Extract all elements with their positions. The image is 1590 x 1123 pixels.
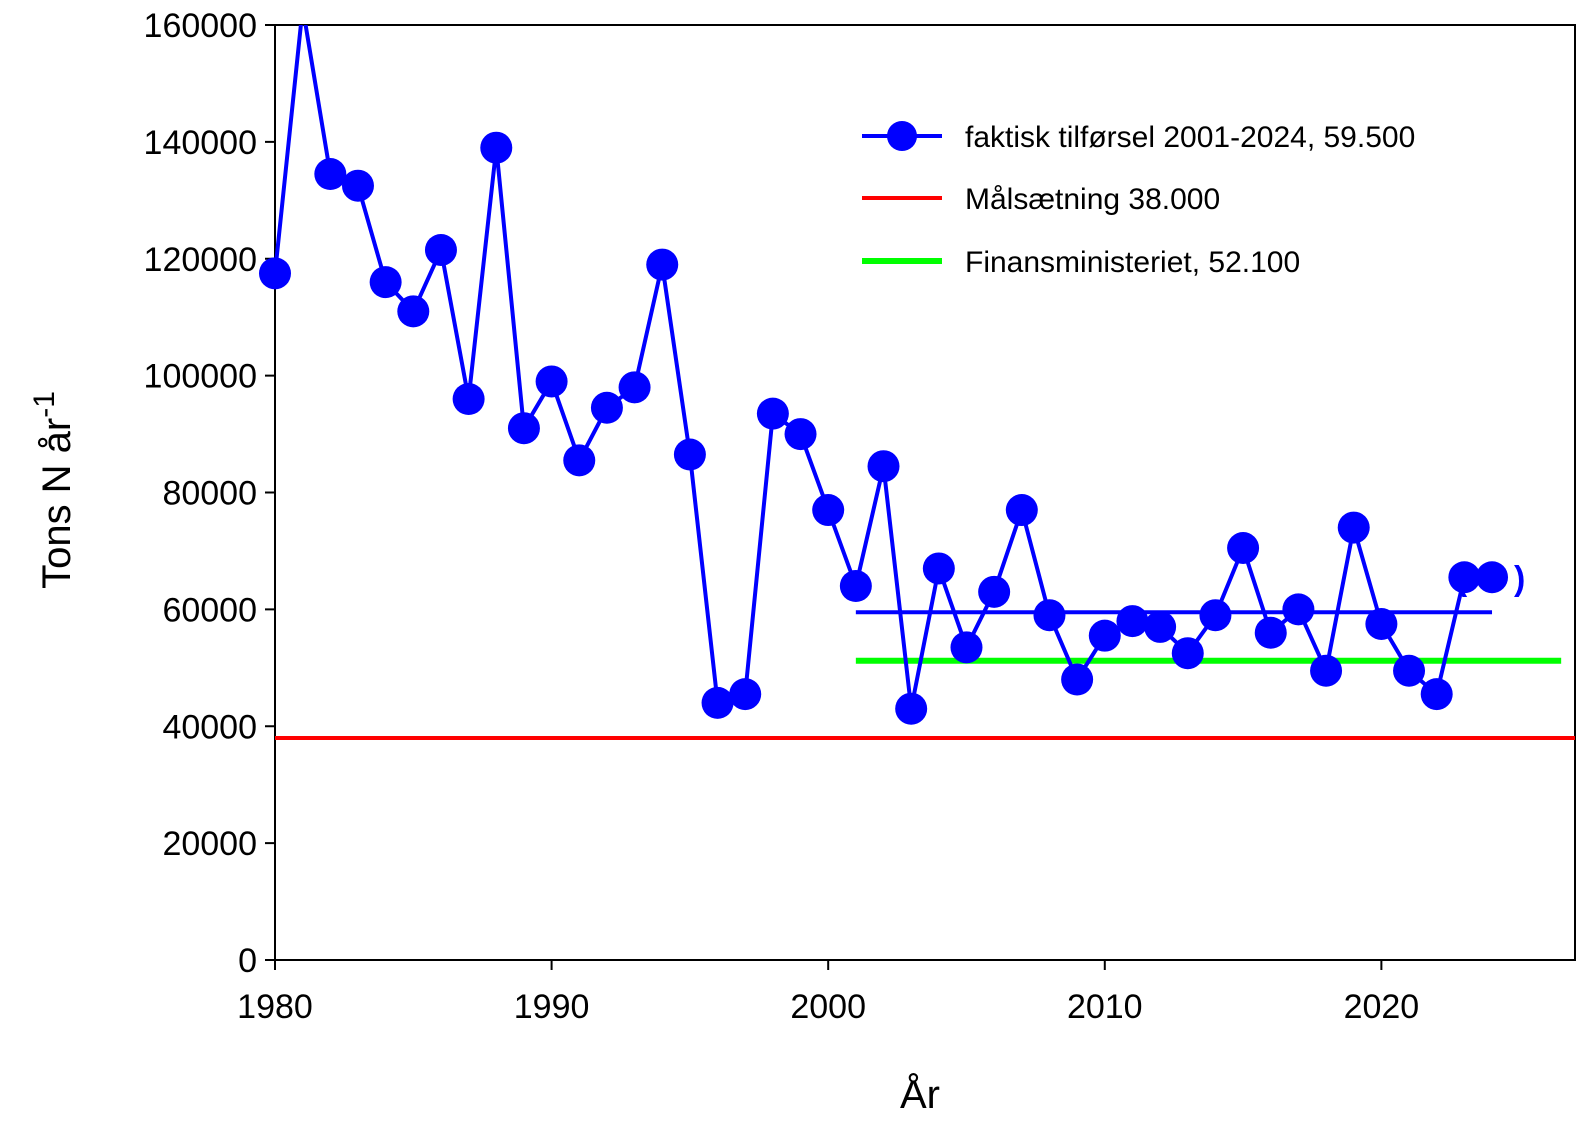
data-point: [646, 248, 679, 281]
y-tick-label: 0: [238, 942, 257, 980]
data-point: [341, 169, 374, 202]
y-tick-label: 80000: [162, 475, 257, 513]
data-point: [867, 450, 900, 483]
data-point: [1254, 616, 1287, 649]
x-tick-label: 2000: [790, 988, 866, 1026]
plot-area: [274, 24, 1576, 961]
legend-label-finance: Finansministeriet, 52.100: [965, 246, 1300, 279]
y-tick-label: 160000: [144, 7, 257, 45]
data-point: [259, 257, 291, 290]
data-point: [1337, 511, 1370, 544]
legend-marker-actual: [887, 121, 917, 151]
data-point: [1476, 561, 1509, 594]
data-point: [314, 158, 347, 191]
legend: faktisk tilførsel 2001-2024, 59.500 Måls…: [862, 121, 1415, 279]
y-tick-label: 60000: [162, 591, 257, 629]
data-point: [369, 266, 402, 299]
x-tick-label: 2010: [1067, 988, 1143, 1026]
data-point: [1227, 532, 1260, 565]
data-point: [424, 233, 457, 266]
x-tick-label: 2020: [1344, 988, 1420, 1026]
x-axis-title: År: [900, 1072, 940, 1117]
annotation-open-paren: (: [1456, 560, 1468, 598]
data-point: [1310, 654, 1343, 687]
data-point: [1144, 610, 1177, 643]
y-axis-title-superscript: -1: [28, 391, 61, 418]
data-point: [1420, 678, 1453, 711]
data-point: [1393, 654, 1426, 687]
y-tick-label: 140000: [144, 124, 257, 162]
x-axis: 1980 1990 2000 2010 2020: [237, 960, 1419, 1026]
y-axis: 0 20000 40000 60000 80000 100000 120000 140000 1…: [144, 7, 275, 980]
data-point: [756, 397, 789, 430]
series-layer: [259, 0, 1509, 725]
data-point: [480, 131, 513, 164]
data-point: [1365, 607, 1398, 640]
data-point: [563, 444, 596, 477]
data-point: [729, 678, 762, 711]
data-point: [397, 295, 430, 328]
data-point: [922, 552, 955, 585]
data-point: [673, 438, 706, 471]
data-point: [452, 383, 485, 415]
y-tick-label: 20000: [162, 825, 257, 863]
annotation-close-paren: ): [1514, 560, 1525, 598]
y-tick-label: 40000: [162, 708, 257, 746]
y-tick-label: 100000: [144, 358, 257, 396]
y-axis-title-main: Tons N år: [35, 418, 79, 589]
data-point: [287, 0, 319, 23]
data-point: [978, 575, 1011, 608]
data-point: [590, 391, 623, 424]
data-point: [784, 418, 817, 451]
data-point: [1088, 619, 1121, 652]
data-point: [535, 365, 568, 398]
x-tick-label: 1990: [514, 988, 590, 1026]
data-point: [1116, 605, 1149, 638]
y-tick-label: 120000: [144, 241, 257, 279]
plot-frame: [274, 24, 1576, 961]
data-point: [839, 570, 872, 602]
data-point: [1448, 561, 1481, 594]
data-point: [701, 686, 734, 719]
annotation-layer: (): [1456, 560, 1525, 598]
x-tick-label: 1980: [237, 988, 313, 1026]
data-point: [1005, 494, 1038, 527]
data-point: [1171, 637, 1204, 670]
legend-label-actual: faktisk tilførsel 2001-2024, 59.500: [965, 121, 1415, 154]
data-point: [895, 692, 928, 725]
data-point: [1033, 599, 1066, 632]
data-point: [507, 412, 540, 445]
data-point: [618, 371, 651, 404]
legend-label-target: Målsætning 38.000: [965, 183, 1220, 216]
data-point: [812, 494, 845, 527]
data-point: [1199, 599, 1232, 632]
y-axis-title: Tons N år-1: [28, 391, 79, 589]
data-point: [950, 631, 983, 664]
data-point: [1061, 663, 1094, 696]
actual-series: [259, 0, 1509, 725]
data-point: [1282, 593, 1315, 626]
